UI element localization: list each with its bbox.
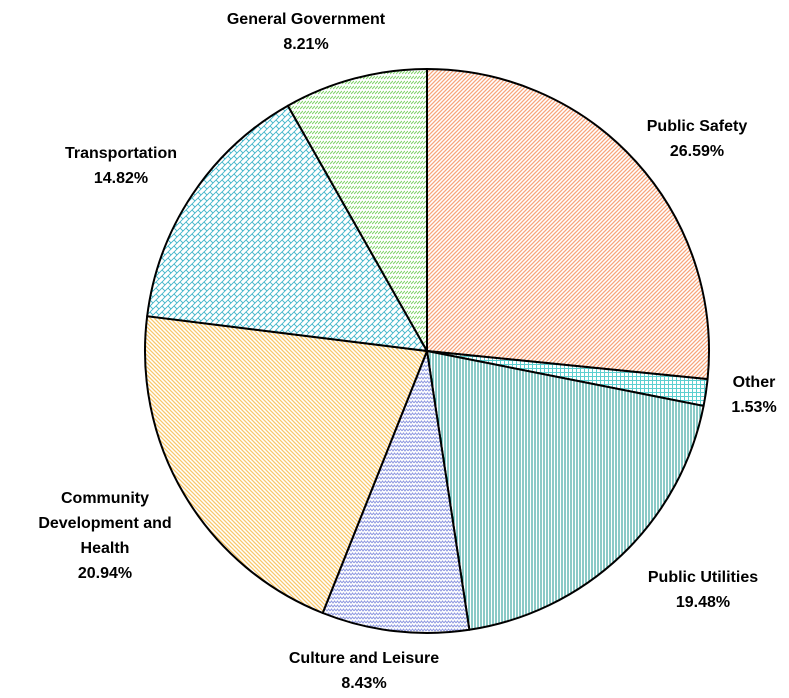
pie-slice-general-government [286,68,428,352]
slice-label-community-development-and-health: Community Development and Health 20.94% [38,490,171,582]
slice-label-general-government: General Government 8.21% [227,11,386,53]
pie-slice-transportation [146,104,428,352]
pie-slice-culture-and-leisure [321,350,471,634]
slice-label-culture-and-leisure: Culture and Leisure 8.43% [289,650,439,692]
pie-labels: Public Safety 26.59% Other 1.53% Public Util… [38,11,776,692]
slice-label-public-utilities: Public Utilities 19.48% [648,569,758,611]
slice-label-transportation: Transportation 14.82% [65,145,177,187]
pie-slice-community-development-and-health [144,315,428,614]
pie-slice-public-safety [426,68,710,381]
pie-slices [144,68,710,634]
pie-slice-public-utilities [426,350,705,631]
slice-label-public-safety: Public Safety 26.59% [647,118,748,160]
slice-label-other: Other 1.53% [731,374,776,416]
